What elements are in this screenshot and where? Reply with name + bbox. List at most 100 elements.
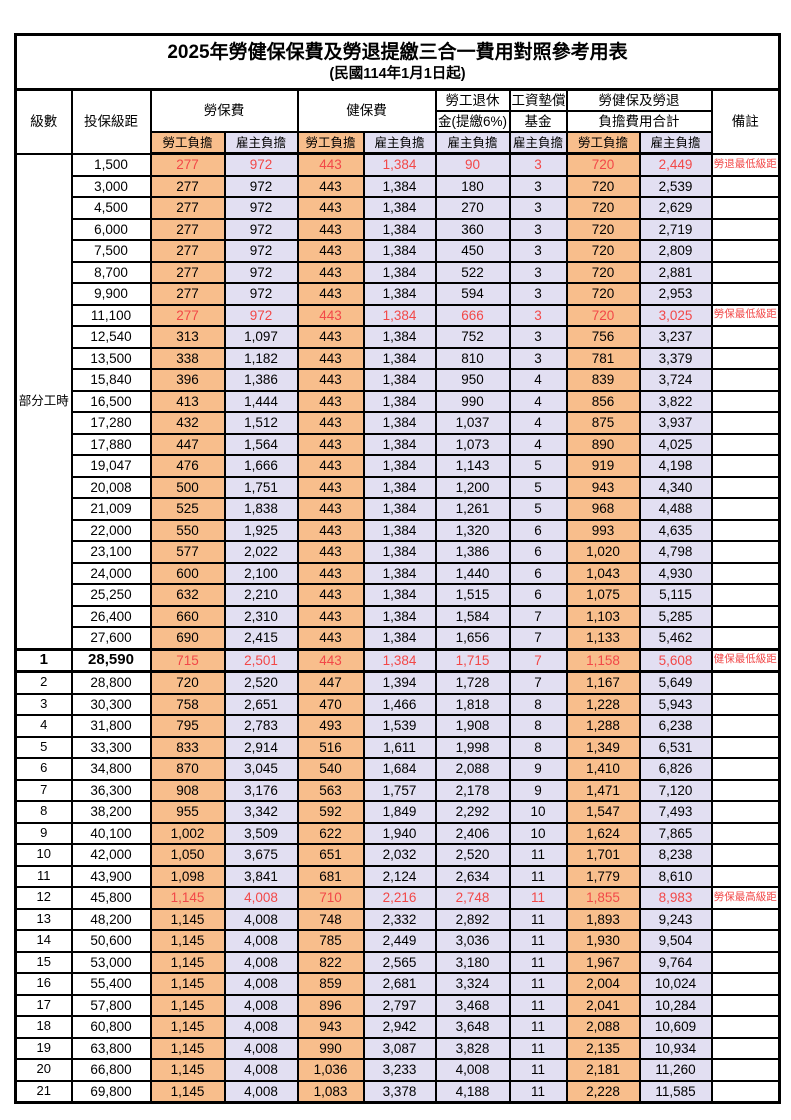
pension-employer-fee-cell: 450 (434, 239, 511, 263)
remark-cell (710, 411, 781, 435)
total-employer-fee-cell: 3,025 (638, 303, 713, 327)
labor-employer-fee-cell: 2,520 (223, 670, 299, 695)
total-employee-fee-cell: 1,779 (565, 864, 641, 888)
wage-fund-employer-fee-cell: 10 (508, 800, 568, 824)
header-bracket: 投保級距 (70, 88, 152, 155)
labor-employer-fee-cell: 1,666 (223, 454, 299, 478)
total-employee-fee-cell: 1,893 (565, 907, 641, 931)
health-employee-fee-cell: 443 (296, 239, 365, 263)
total-employee-fee-cell: 1,075 (565, 583, 641, 607)
labor-employee-fee-cell: 277 (149, 152, 226, 177)
wage-fund-employer-fee-cell: 3 (508, 152, 568, 177)
salary-bracket-cell: 27,600 (70, 626, 152, 650)
health-employer-fee-cell: 1,384 (362, 561, 437, 585)
labor-employee-fee-cell: 313 (149, 325, 226, 349)
subheader-wage-fund-employer: 雇主負擔 (508, 131, 568, 155)
table-row: 部分工時 1,500 277 972 443 1,384 90 3 720 2,449 勞退最低級距 (14, 152, 781, 650)
health-employer-fee-cell: 1,384 (362, 325, 437, 349)
labor-employer-fee-cell: 1,182 (223, 346, 299, 370)
health-employer-fee-cell: 2,032 (362, 843, 437, 867)
labor-employee-fee-cell: 525 (149, 497, 226, 521)
total-employee-fee-cell: 1,930 (565, 929, 641, 953)
remark-cell (710, 561, 781, 585)
labor-employer-fee-cell: 972 (223, 260, 299, 284)
remark-cell (710, 950, 781, 974)
health-employee-fee-cell: 681 (296, 864, 365, 888)
health-employee-fee-cell: 443 (296, 561, 365, 585)
health-employer-fee-cell: 1,539 (362, 714, 437, 738)
pension-employer-fee-cell: 4,188 (434, 1079, 511, 1104)
salary-bracket-cell: 7,500 (70, 239, 152, 263)
health-employer-fee-cell: 2,449 (362, 929, 437, 953)
total-employer-fee-cell: 4,025 (638, 432, 713, 456)
labor-employee-fee-cell: 277 (149, 282, 226, 306)
salary-bracket-cell: 9,900 (70, 282, 152, 306)
total-employee-fee-cell: 1,471 (565, 778, 641, 802)
salary-bracket-cell: 50,600 (70, 929, 152, 953)
wage-fund-employer-fee-cell: 3 (508, 239, 568, 263)
remark-cell (710, 692, 781, 716)
table-row: 3,000 277 972 443 1,384 180 3 720 2,539 (16, 174, 781, 198)
health-employee-fee-cell: 748 (296, 907, 365, 931)
total-employer-fee-cell: 11,585 (638, 1079, 713, 1104)
wage-fund-employer-fee-cell: 6 (508, 583, 568, 607)
remark-cell (710, 432, 781, 456)
labor-employer-fee-cell: 2,415 (223, 626, 299, 650)
labor-employee-fee-cell: 632 (149, 583, 226, 607)
table-row: 3 30,300 758 2,651 470 1,466 1,818 8 1,228 5,943 (14, 692, 781, 716)
level-cell: 14 (14, 929, 73, 953)
labor-employer-fee-cell: 972 (223, 282, 299, 306)
remark-cell (710, 778, 781, 802)
total-employee-fee-cell: 2,041 (565, 993, 641, 1017)
health-employee-fee-cell: 822 (296, 950, 365, 974)
labor-employer-fee-cell: 4,008 (223, 950, 299, 974)
salary-bracket-cell: 69,800 (70, 1079, 152, 1104)
subheader-pension-employer: 雇主負擔 (434, 131, 511, 155)
total-employer-fee-cell: 11,260 (638, 1058, 713, 1082)
labor-employer-fee-cell: 2,914 (223, 735, 299, 759)
wage-fund-employer-fee-cell: 4 (508, 432, 568, 456)
health-employer-fee-cell: 1,849 (362, 800, 437, 824)
labor-employee-fee-cell: 1,050 (149, 843, 226, 867)
health-employee-fee-cell: 443 (296, 411, 365, 435)
table-title-cell: 2025年勞健保保費及勞退提繳三合一費用對照參考用表 (民國114年1月1日起) (14, 33, 781, 91)
total-employer-fee-cell: 9,243 (638, 907, 713, 931)
pension-employer-fee-cell: 3,648 (434, 1015, 511, 1039)
health-employee-fee-cell: 443 (296, 626, 365, 650)
labor-employer-fee-cell: 4,008 (223, 993, 299, 1017)
level-cell: 7 (14, 778, 73, 802)
labor-employer-fee-cell: 1,925 (223, 518, 299, 542)
table-row: 21,009 525 1,838 443 1,384 1,261 5 968 4,488 (16, 497, 781, 521)
pension-employer-fee-cell: 990 (434, 389, 511, 413)
remark-cell (710, 1058, 781, 1082)
wage-fund-employer-fee-cell: 7 (508, 670, 568, 695)
remark-cell: 勞退最低級距 (710, 152, 781, 177)
total-employee-fee-cell: 839 (565, 368, 641, 392)
health-employer-fee-cell: 1,757 (362, 778, 437, 802)
wage-fund-employer-fee-cell: 3 (508, 282, 568, 306)
pension-employer-fee-cell: 90 (434, 152, 511, 177)
pension-employer-fee-cell: 2,178 (434, 778, 511, 802)
pension-employer-fee-cell: 3,036 (434, 929, 511, 953)
salary-bracket-cell: 57,800 (70, 993, 152, 1017)
total-employee-fee-cell: 856 (565, 389, 641, 413)
total-employer-fee-cell: 2,809 (638, 239, 713, 263)
labor-employee-fee-cell: 600 (149, 561, 226, 585)
level-cell: 4 (14, 714, 73, 738)
labor-employee-fee-cell: 1,145 (149, 907, 226, 931)
labor-employee-fee-cell: 908 (149, 778, 226, 802)
labor-employer-fee-cell: 4,008 (223, 972, 299, 996)
remark-cell (710, 735, 781, 759)
salary-bracket-cell: 45,800 (70, 886, 152, 910)
remark-cell (710, 325, 781, 349)
labor-employer-fee-cell: 972 (223, 152, 299, 177)
labor-employee-fee-cell: 476 (149, 454, 226, 478)
labor-employer-fee-cell: 4,008 (223, 886, 299, 910)
labor-employee-fee-cell: 1,145 (149, 886, 226, 910)
labor-employer-fee-cell: 972 (223, 239, 299, 263)
labor-employee-fee-cell: 1,145 (149, 1079, 226, 1104)
labor-employee-fee-cell: 338 (149, 346, 226, 370)
subheader-total-employer: 雇主負擔 (638, 131, 713, 155)
remark-cell (710, 196, 781, 220)
health-employee-fee-cell: 563 (296, 778, 365, 802)
